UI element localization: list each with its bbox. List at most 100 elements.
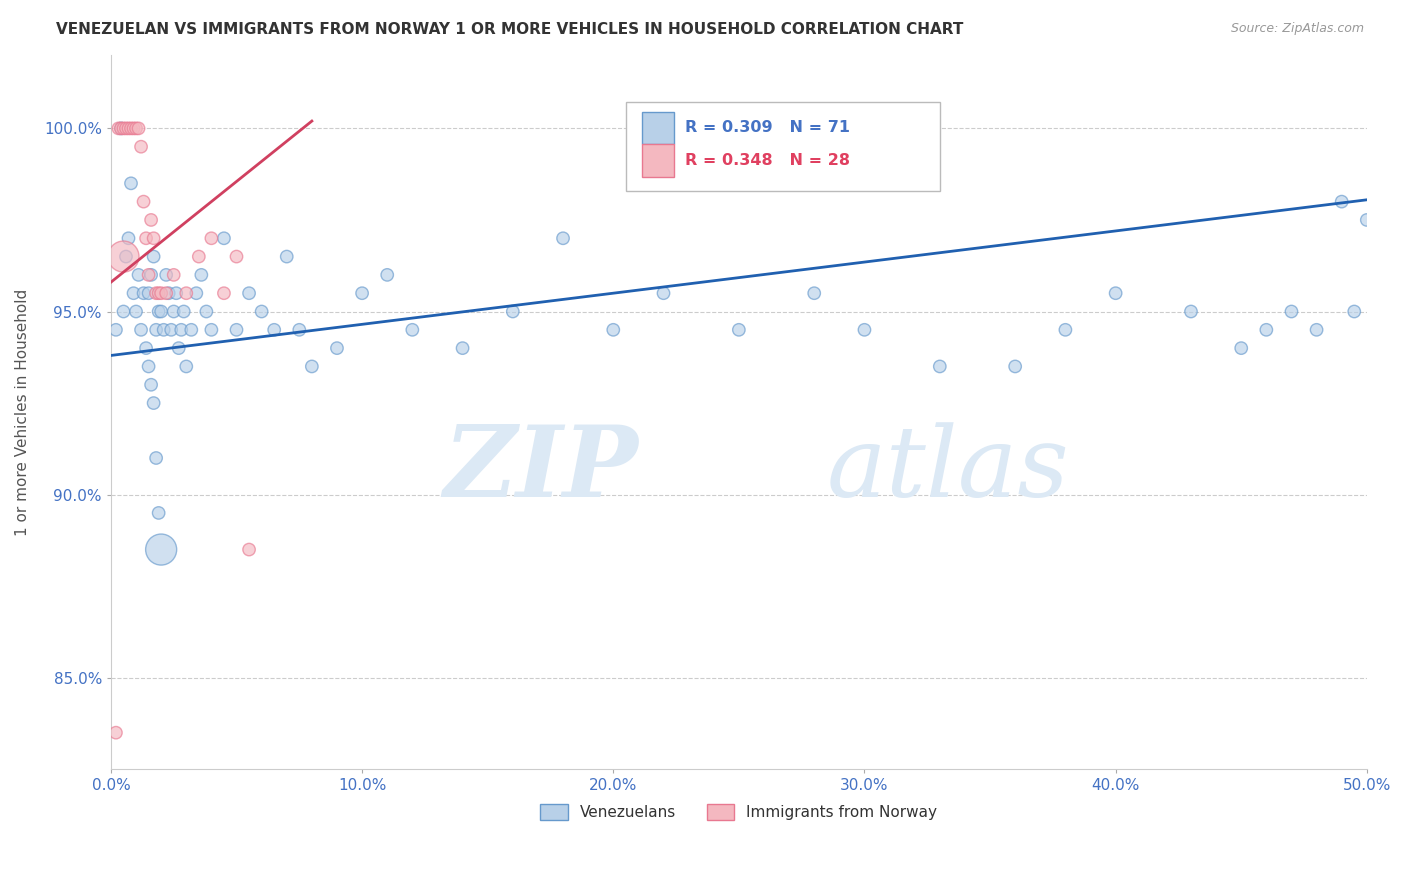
Point	[160, 323, 183, 337]
Point	[104, 323, 127, 337]
Point	[212, 231, 235, 245]
Point	[1281, 304, 1303, 318]
Point	[107, 121, 129, 136]
Point	[135, 341, 157, 355]
Point	[728, 323, 751, 337]
Point	[187, 250, 209, 264]
Point	[352, 286, 374, 301]
Point	[112, 250, 135, 264]
FancyBboxPatch shape	[626, 102, 939, 191]
Point	[145, 323, 167, 337]
Point	[551, 231, 574, 245]
Point	[1104, 286, 1126, 301]
Text: ZIP: ZIP	[443, 421, 638, 517]
Point	[163, 268, 186, 282]
Point	[502, 304, 524, 318]
Point	[120, 177, 142, 191]
Point	[451, 341, 474, 355]
Point	[110, 121, 132, 136]
Point	[132, 286, 155, 301]
Point	[195, 304, 218, 318]
Point	[142, 250, 165, 264]
Point	[276, 250, 298, 264]
Point	[652, 286, 675, 301]
Text: R = 0.309   N = 71: R = 0.309 N = 71	[685, 120, 849, 136]
Legend: Venezuelans, Immigrants from Norway: Venezuelans, Immigrants from Norway	[534, 797, 943, 826]
Point	[401, 323, 423, 337]
Point	[155, 268, 177, 282]
Point	[115, 250, 138, 264]
Point	[142, 231, 165, 245]
Point	[142, 396, 165, 410]
Point	[602, 323, 624, 337]
Point	[225, 250, 247, 264]
Point	[148, 304, 170, 318]
Point	[138, 359, 160, 374]
Point	[122, 286, 145, 301]
Point	[853, 323, 876, 337]
Point	[112, 304, 135, 318]
Point	[250, 304, 273, 318]
Text: atlas: atlas	[827, 422, 1070, 517]
Point	[128, 268, 150, 282]
Point	[1355, 213, 1378, 227]
Text: VENEZUELAN VS IMMIGRANTS FROM NORWAY 1 OR MORE VEHICLES IN HOUSEHOLD CORRELATION: VENEZUELAN VS IMMIGRANTS FROM NORWAY 1 O…	[56, 22, 963, 37]
Point	[117, 231, 139, 245]
Point	[128, 121, 150, 136]
Point	[1180, 304, 1202, 318]
Point	[150, 286, 173, 301]
Y-axis label: 1 or more Vehicles in Household: 1 or more Vehicles in Household	[15, 289, 30, 536]
Point	[150, 304, 173, 318]
Bar	[643, 145, 673, 177]
Point	[803, 286, 825, 301]
Point	[326, 341, 349, 355]
Text: Source: ZipAtlas.com: Source: ZipAtlas.com	[1230, 22, 1364, 36]
Point	[129, 323, 152, 337]
Point	[155, 286, 177, 301]
Point	[135, 231, 157, 245]
Point	[173, 304, 195, 318]
Point	[1004, 359, 1026, 374]
Point	[1305, 323, 1327, 337]
Point	[148, 286, 170, 301]
Point	[117, 121, 139, 136]
Point	[139, 377, 162, 392]
Point	[263, 323, 285, 337]
Point	[157, 286, 180, 301]
Point	[165, 286, 187, 301]
Point	[180, 323, 202, 337]
Point	[186, 286, 208, 301]
Point	[170, 323, 193, 337]
Point	[120, 121, 142, 136]
Point	[167, 341, 190, 355]
Point	[1230, 341, 1253, 355]
Point	[122, 121, 145, 136]
Point	[1054, 323, 1077, 337]
Text: R = 0.348   N = 28: R = 0.348 N = 28	[685, 153, 849, 168]
Point	[238, 542, 260, 557]
Point	[139, 268, 162, 282]
Point	[1330, 194, 1353, 209]
Point	[225, 323, 247, 337]
Point	[1343, 304, 1365, 318]
Point	[148, 506, 170, 520]
Point	[212, 286, 235, 301]
Point	[129, 139, 152, 153]
Point	[301, 359, 323, 374]
Point	[145, 286, 167, 301]
Point	[139, 213, 162, 227]
Point	[190, 268, 212, 282]
Point	[174, 286, 197, 301]
Point	[138, 286, 160, 301]
Point	[150, 542, 173, 557]
Point	[163, 304, 186, 318]
Point	[288, 323, 311, 337]
Point	[928, 359, 950, 374]
Point	[110, 121, 132, 136]
Bar	[643, 112, 673, 145]
Point	[200, 323, 222, 337]
Point	[125, 121, 148, 136]
Point	[138, 268, 160, 282]
Point	[104, 725, 127, 739]
Point	[174, 359, 197, 374]
